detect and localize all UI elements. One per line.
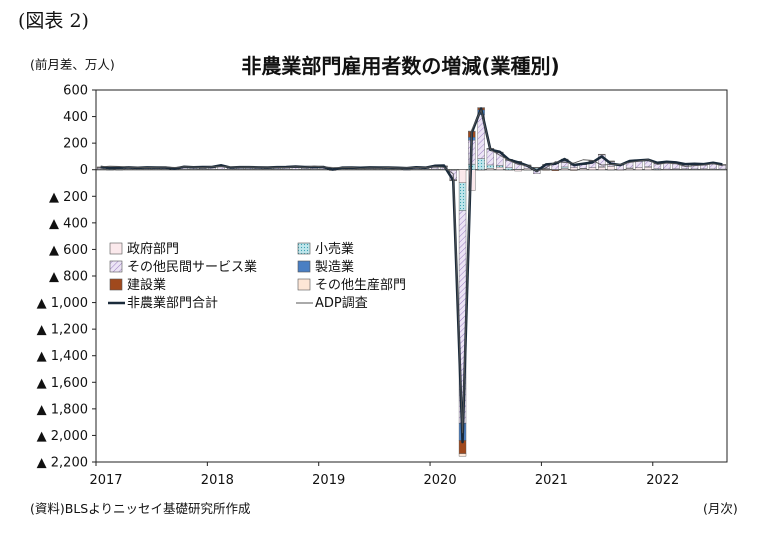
bar-小売業 [106,169,114,171]
bar-政府部門 [588,167,597,170]
bar-建設業 [542,169,550,171]
y-tick-label: ▲ 1,600 [37,376,88,391]
bar-製造業 [403,169,411,171]
bar-政府部門 [458,169,467,183]
figure-label: (図表 2) [18,10,89,32]
x-tick-label: 2018 [201,473,234,488]
bar-その他生産部門 [458,453,467,457]
y-axis-unit: (前月差、万人) [30,57,115,72]
bar-小売業 [607,169,615,171]
bar-小売業 [505,167,513,170]
bar-政府部門 [495,166,504,170]
legend-swatch [109,278,123,291]
x-tick-label: 2021 [535,473,568,488]
y-tick-label: ▲ 1,200 [37,323,88,338]
bar-その他民間サービス業 [635,160,643,168]
legend-label: 製造業 [315,259,354,275]
bar-建設業 [551,169,560,171]
bar-建設業 [570,169,578,171]
bar-小売業 [477,158,485,170]
legend-label: 建設業 [127,277,166,293]
legend-swatch [297,260,311,273]
x-tick-label: 2019 [312,473,345,488]
x-axis: 2017 2018 2019 2020 2021 2022 [89,462,679,488]
bar-政府部門 [635,167,643,170]
y-tick-label: ▲ 1,400 [37,349,88,364]
y-tick-label: ▲ 2,000 [37,429,88,444]
y-tick-label: ▲ 1,000 [37,296,88,311]
bar-その他民間サービス業 [718,165,727,170]
bar-その他生産部門 [598,153,606,155]
line-ADP調査 [100,109,723,434]
plot-area [95,89,728,463]
bar-小売業 [523,169,532,171]
bar-小売業 [495,165,504,168]
legend-label: 非農業部門合計 [127,295,218,311]
legend-label: その他民間サービス業 [127,259,257,275]
x-axis-unit: (月次) [703,501,738,516]
bar-小売業 [458,182,467,211]
y-axis: 600 400 200 0 ▲ 200 ▲ 400 ▲ 600 ▲ 800 ▲ 1,000 ▲ 1… [37,84,96,471]
y-tick-label: ▲ 800 [49,270,88,285]
y-tick-label: ▲ 600 [49,243,88,258]
legend-swatch [109,242,123,255]
y-tick-label: ▲ 2,200 [37,456,88,471]
bar-政府部門 [607,166,615,170]
legend-label: その他生産部門 [315,277,406,293]
legend-label: 政府部門 [127,242,179,257]
legend-label: 小売業 [315,241,354,257]
y-tick-label: 400 [63,110,88,125]
plot-frame [95,89,728,463]
x-tick-label: 2022 [646,473,679,488]
x-tick-label: 2020 [424,473,457,488]
bar-小売業 [486,164,495,169]
legend-swatch [297,242,311,255]
y-tick-label: ▲ 200 [49,190,88,205]
legend-label: ADP調査 [315,296,368,311]
legend-swatch [297,278,311,291]
legend-swatch [109,260,123,273]
y-tick-label: ▲ 400 [49,216,88,231]
bar-小売業 [115,169,123,171]
bar-その他生産部門 [533,166,541,168]
source-note: (資料)BLSよりニッセイ基礎研究所作成 [30,501,251,516]
bar-政府部門 [570,167,578,170]
y-tick-label: 0 [80,163,88,178]
bar-小売業 [560,166,569,169]
x-tick-label: 2017 [89,473,122,488]
chart-title: 非農業部門雇用者数の増減(業種別) [241,54,560,78]
y-tick-label: ▲ 1,800 [37,402,88,417]
line-非農業部門合計 [100,107,723,444]
y-tick-label: 200 [63,137,88,152]
y-tick-label: 600 [63,84,88,99]
